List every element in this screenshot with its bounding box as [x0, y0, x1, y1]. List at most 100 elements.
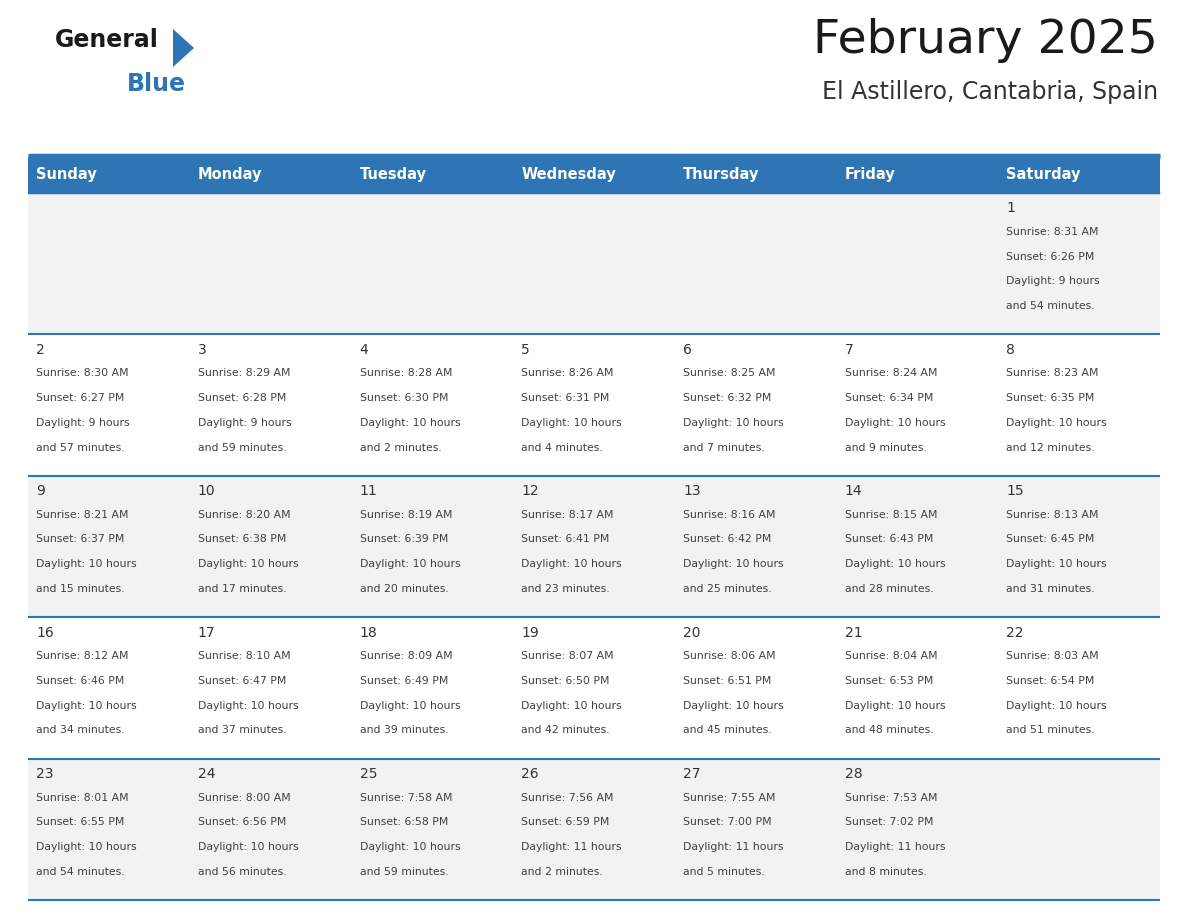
Text: Daylight: 11 hours: Daylight: 11 hours — [522, 842, 621, 852]
Text: Sunrise: 8:16 AM: Sunrise: 8:16 AM — [683, 509, 776, 520]
Text: and 12 minutes.: and 12 minutes. — [1006, 442, 1095, 453]
Text: Sunrise: 8:31 AM: Sunrise: 8:31 AM — [1006, 227, 1099, 237]
Bar — [352, 157, 513, 193]
Bar — [190, 157, 352, 193]
Text: Sunset: 6:39 PM: Sunset: 6:39 PM — [360, 534, 448, 544]
Text: 19: 19 — [522, 626, 539, 640]
Text: 27: 27 — [683, 767, 701, 781]
Text: and 54 minutes.: and 54 minutes. — [1006, 301, 1095, 311]
Text: and 2 minutes.: and 2 minutes. — [522, 867, 604, 877]
Text: 8: 8 — [1006, 343, 1016, 357]
Text: Daylight: 10 hours: Daylight: 10 hours — [36, 700, 137, 711]
Text: 3: 3 — [197, 343, 207, 357]
Text: Sunrise: 8:24 AM: Sunrise: 8:24 AM — [845, 368, 937, 378]
Text: and 56 minutes.: and 56 minutes. — [197, 867, 286, 877]
Text: Daylight: 10 hours: Daylight: 10 hours — [522, 418, 621, 428]
Text: Sunset: 6:47 PM: Sunset: 6:47 PM — [197, 676, 286, 686]
Text: Sunrise: 7:58 AM: Sunrise: 7:58 AM — [360, 792, 451, 802]
Text: Daylight: 10 hours: Daylight: 10 hours — [845, 700, 946, 711]
Text: Sunset: 6:46 PM: Sunset: 6:46 PM — [36, 676, 125, 686]
Text: Daylight: 10 hours: Daylight: 10 hours — [197, 559, 298, 569]
Text: Sunset: 6:35 PM: Sunset: 6:35 PM — [1006, 393, 1095, 403]
Text: Sunday: Sunday — [36, 167, 97, 183]
Text: Sunset: 7:02 PM: Sunset: 7:02 PM — [845, 817, 933, 827]
Text: 26: 26 — [522, 767, 539, 781]
Text: Daylight: 10 hours: Daylight: 10 hours — [522, 700, 621, 711]
Text: and 5 minutes.: and 5 minutes. — [683, 867, 765, 877]
Text: Daylight: 10 hours: Daylight: 10 hours — [1006, 559, 1107, 569]
Text: Daylight: 10 hours: Daylight: 10 hours — [360, 842, 460, 852]
Text: and 28 minutes.: and 28 minutes. — [845, 584, 934, 594]
Bar — [998, 157, 1159, 193]
Text: 17: 17 — [197, 626, 215, 640]
Text: Sunset: 6:54 PM: Sunset: 6:54 PM — [1006, 676, 1095, 686]
Text: Sunrise: 8:19 AM: Sunrise: 8:19 AM — [360, 509, 451, 520]
Text: and 31 minutes.: and 31 minutes. — [1006, 584, 1095, 594]
Text: Daylight: 10 hours: Daylight: 10 hours — [1006, 700, 1107, 711]
Text: Sunset: 6:28 PM: Sunset: 6:28 PM — [197, 393, 286, 403]
Text: Daylight: 9 hours: Daylight: 9 hours — [1006, 276, 1100, 286]
Bar — [675, 157, 836, 193]
Text: and 54 minutes.: and 54 minutes. — [36, 867, 125, 877]
Text: Sunrise: 8:26 AM: Sunrise: 8:26 AM — [522, 368, 614, 378]
Text: Sunrise: 7:55 AM: Sunrise: 7:55 AM — [683, 792, 776, 802]
Text: Sunset: 6:58 PM: Sunset: 6:58 PM — [360, 817, 448, 827]
Text: Daylight: 10 hours: Daylight: 10 hours — [522, 559, 621, 569]
Text: and 20 minutes.: and 20 minutes. — [360, 584, 448, 594]
Text: Daylight: 10 hours: Daylight: 10 hours — [845, 418, 946, 428]
Text: Sunset: 6:42 PM: Sunset: 6:42 PM — [683, 534, 771, 544]
Text: Daylight: 11 hours: Daylight: 11 hours — [683, 842, 783, 852]
Text: Sunset: 6:53 PM: Sunset: 6:53 PM — [845, 676, 933, 686]
Text: 18: 18 — [360, 626, 378, 640]
Text: Sunset: 6:34 PM: Sunset: 6:34 PM — [845, 393, 933, 403]
Bar — [836, 157, 998, 193]
Text: Sunset: 6:55 PM: Sunset: 6:55 PM — [36, 817, 125, 827]
Text: Daylight: 10 hours: Daylight: 10 hours — [197, 700, 298, 711]
Text: Daylight: 10 hours: Daylight: 10 hours — [36, 559, 137, 569]
Text: Daylight: 10 hours: Daylight: 10 hours — [683, 418, 784, 428]
Text: Sunset: 6:37 PM: Sunset: 6:37 PM — [36, 534, 125, 544]
Bar — [29, 334, 1159, 476]
Text: February 2025: February 2025 — [813, 18, 1158, 63]
Text: Sunset: 6:30 PM: Sunset: 6:30 PM — [360, 393, 448, 403]
Text: Sunrise: 8:09 AM: Sunrise: 8:09 AM — [360, 651, 453, 661]
Text: and 9 minutes.: and 9 minutes. — [845, 442, 927, 453]
Text: Daylight: 10 hours: Daylight: 10 hours — [1006, 418, 1107, 428]
Text: 22: 22 — [1006, 626, 1024, 640]
Text: Blue: Blue — [127, 72, 187, 96]
Text: Daylight: 9 hours: Daylight: 9 hours — [36, 418, 129, 428]
Text: Sunset: 6:26 PM: Sunset: 6:26 PM — [1006, 252, 1095, 262]
Text: and 25 minutes.: and 25 minutes. — [683, 584, 771, 594]
Text: 23: 23 — [36, 767, 53, 781]
Text: Sunset: 6:50 PM: Sunset: 6:50 PM — [522, 676, 609, 686]
Bar — [29, 157, 190, 193]
Bar — [29, 476, 1159, 617]
Text: Sunrise: 8:06 AM: Sunrise: 8:06 AM — [683, 651, 776, 661]
Text: Friday: Friday — [845, 167, 896, 183]
Text: and 48 minutes.: and 48 minutes. — [845, 725, 934, 735]
Text: Saturday: Saturday — [1006, 167, 1081, 183]
Text: Sunrise: 8:12 AM: Sunrise: 8:12 AM — [36, 651, 128, 661]
Text: and 37 minutes.: and 37 minutes. — [197, 725, 286, 735]
Polygon shape — [173, 29, 194, 67]
Text: Sunset: 6:51 PM: Sunset: 6:51 PM — [683, 676, 771, 686]
Text: General: General — [55, 28, 159, 52]
Text: Sunrise: 8:21 AM: Sunrise: 8:21 AM — [36, 509, 128, 520]
Text: Sunset: 6:32 PM: Sunset: 6:32 PM — [683, 393, 771, 403]
Bar — [29, 617, 1159, 758]
Text: 20: 20 — [683, 626, 701, 640]
Text: Sunset: 6:31 PM: Sunset: 6:31 PM — [522, 393, 609, 403]
Text: El Astillero, Cantabria, Spain: El Astillero, Cantabria, Spain — [822, 80, 1158, 104]
Text: Sunrise: 8:03 AM: Sunrise: 8:03 AM — [1006, 651, 1099, 661]
Text: Wednesday: Wednesday — [522, 167, 617, 183]
Text: Sunset: 6:56 PM: Sunset: 6:56 PM — [197, 817, 286, 827]
Text: 16: 16 — [36, 626, 53, 640]
Text: Daylight: 10 hours: Daylight: 10 hours — [360, 418, 460, 428]
Text: Sunrise: 8:10 AM: Sunrise: 8:10 AM — [197, 651, 290, 661]
Text: Daylight: 10 hours: Daylight: 10 hours — [360, 700, 460, 711]
Text: 12: 12 — [522, 485, 539, 498]
Text: 14: 14 — [845, 485, 862, 498]
Text: Daylight: 10 hours: Daylight: 10 hours — [683, 700, 784, 711]
Text: and 7 minutes.: and 7 minutes. — [683, 442, 765, 453]
Text: and 57 minutes.: and 57 minutes. — [36, 442, 125, 453]
